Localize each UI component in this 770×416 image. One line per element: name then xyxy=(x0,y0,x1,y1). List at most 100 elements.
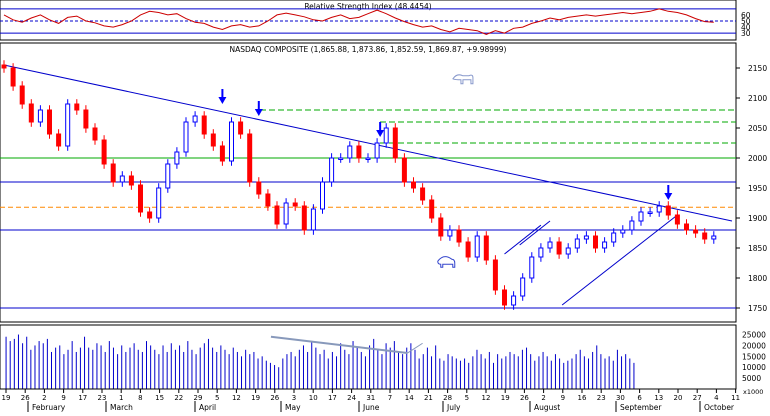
candle-body xyxy=(392,127,398,159)
candle-body xyxy=(447,229,453,237)
down-arrow-icon xyxy=(218,89,227,104)
candle-body xyxy=(1,64,7,69)
candle-body xyxy=(292,202,298,207)
candle-body xyxy=(411,181,416,189)
x-month-label: July xyxy=(446,403,461,412)
down-trendline xyxy=(3,64,733,222)
price-tick-label: 2100 xyxy=(748,94,767,103)
x-day-label: 27 xyxy=(693,394,702,402)
x-day-label: 13 xyxy=(654,394,663,402)
x-day-label: 29 xyxy=(194,394,203,402)
candle-body xyxy=(83,109,89,129)
candle-body xyxy=(474,235,480,258)
candle-body xyxy=(138,184,143,213)
bear-icon xyxy=(437,256,456,268)
price-tick-label: 1950 xyxy=(748,184,767,193)
candle-body xyxy=(538,247,544,258)
candle-body xyxy=(47,109,52,135)
candle-body xyxy=(174,151,180,165)
candle-body xyxy=(520,277,526,297)
candle-body xyxy=(183,121,189,153)
volume-tick-label: 25000 xyxy=(742,331,766,340)
rsi-panel: Relative Strength Index (48.4454) 605040… xyxy=(0,0,751,41)
candle-body xyxy=(320,181,325,210)
volume-tick-label: 15000 xyxy=(742,352,766,361)
candle-body xyxy=(620,229,626,234)
x-day-label: 14 xyxy=(405,394,414,402)
x-month-label: September xyxy=(620,403,662,412)
volume-trendline xyxy=(270,335,408,355)
channel-line xyxy=(519,220,551,246)
candle-body xyxy=(256,181,262,195)
x-day-label: 26 xyxy=(270,394,279,402)
candle-body xyxy=(529,256,535,279)
x-day-label: 12 xyxy=(232,394,241,402)
down-arrow-icon xyxy=(664,185,673,200)
price-tick-label: 1750 xyxy=(748,304,767,313)
x-day-label: 9 xyxy=(561,394,565,402)
candle-body xyxy=(10,67,16,87)
volume-unit-label: x1000 xyxy=(743,388,763,396)
candle-body xyxy=(383,127,389,144)
candle-body xyxy=(647,211,653,214)
rsi-line xyxy=(3,8,714,35)
candle-body xyxy=(329,157,335,183)
x-day-label: 3 xyxy=(292,394,296,402)
rsi-tick-label: 30 xyxy=(741,29,751,38)
candle-body xyxy=(229,121,234,162)
x-month-label: May xyxy=(285,403,301,412)
price-tick-label: 2050 xyxy=(748,124,767,133)
rsi-tick-label: 40 xyxy=(741,23,751,32)
candle-body xyxy=(238,121,244,135)
candle-body xyxy=(147,211,153,219)
candle-body xyxy=(629,220,635,231)
candle-body xyxy=(483,235,489,261)
candle-body xyxy=(356,145,362,159)
x-day-label: 23 xyxy=(597,394,606,402)
x-month-label: February xyxy=(32,403,66,412)
candle-body xyxy=(429,199,435,219)
candle-body xyxy=(310,208,316,231)
candle-body xyxy=(283,202,289,225)
x-day-label: 30 xyxy=(616,394,625,402)
x-day-label: 19 xyxy=(2,394,11,402)
price-panel: NASDAQ COMPOSITE (1,865.88, 1,873.86, 1,… xyxy=(0,42,767,323)
x-day-label: 8 xyxy=(138,394,142,402)
down-arrow-icon xyxy=(254,101,263,116)
bull-icon xyxy=(452,74,474,85)
x-month-label: August xyxy=(534,403,560,412)
x-day-label: 2 xyxy=(42,394,46,402)
x-day-label: 17 xyxy=(328,394,337,402)
candle-body xyxy=(665,205,671,216)
x-day-label: 7 xyxy=(388,394,392,402)
x-day-label: 21 xyxy=(424,394,433,402)
candle-body xyxy=(492,259,498,291)
volume-tick-label: 5000 xyxy=(742,374,761,383)
candle-body xyxy=(19,85,25,105)
candle-body xyxy=(92,127,98,141)
candle-body xyxy=(611,232,617,243)
x-day-label: 1 xyxy=(119,394,123,402)
x-day-label: 10 xyxy=(309,394,318,402)
x-day-label: 19 xyxy=(251,394,260,402)
candle-body xyxy=(338,157,344,160)
candle-body xyxy=(684,223,689,231)
x-month-label: June xyxy=(362,403,380,412)
candle-body xyxy=(192,115,198,123)
x-day-label: 9 xyxy=(61,394,65,402)
x-day-label: 26 xyxy=(21,394,30,402)
candle-body xyxy=(401,157,407,183)
price-tick-label: 2150 xyxy=(748,64,767,73)
candle-body xyxy=(374,142,380,159)
price-tick-label: 2000 xyxy=(748,154,767,163)
candle-body xyxy=(711,235,717,240)
candle-body xyxy=(265,193,271,207)
x-day-label: 11 xyxy=(731,394,740,402)
x-day-label: 15 xyxy=(155,394,164,402)
candle-body xyxy=(511,295,517,306)
candle-body xyxy=(365,157,371,160)
candle-body xyxy=(420,187,426,201)
channel-line xyxy=(504,224,542,255)
candle-body xyxy=(65,103,71,147)
